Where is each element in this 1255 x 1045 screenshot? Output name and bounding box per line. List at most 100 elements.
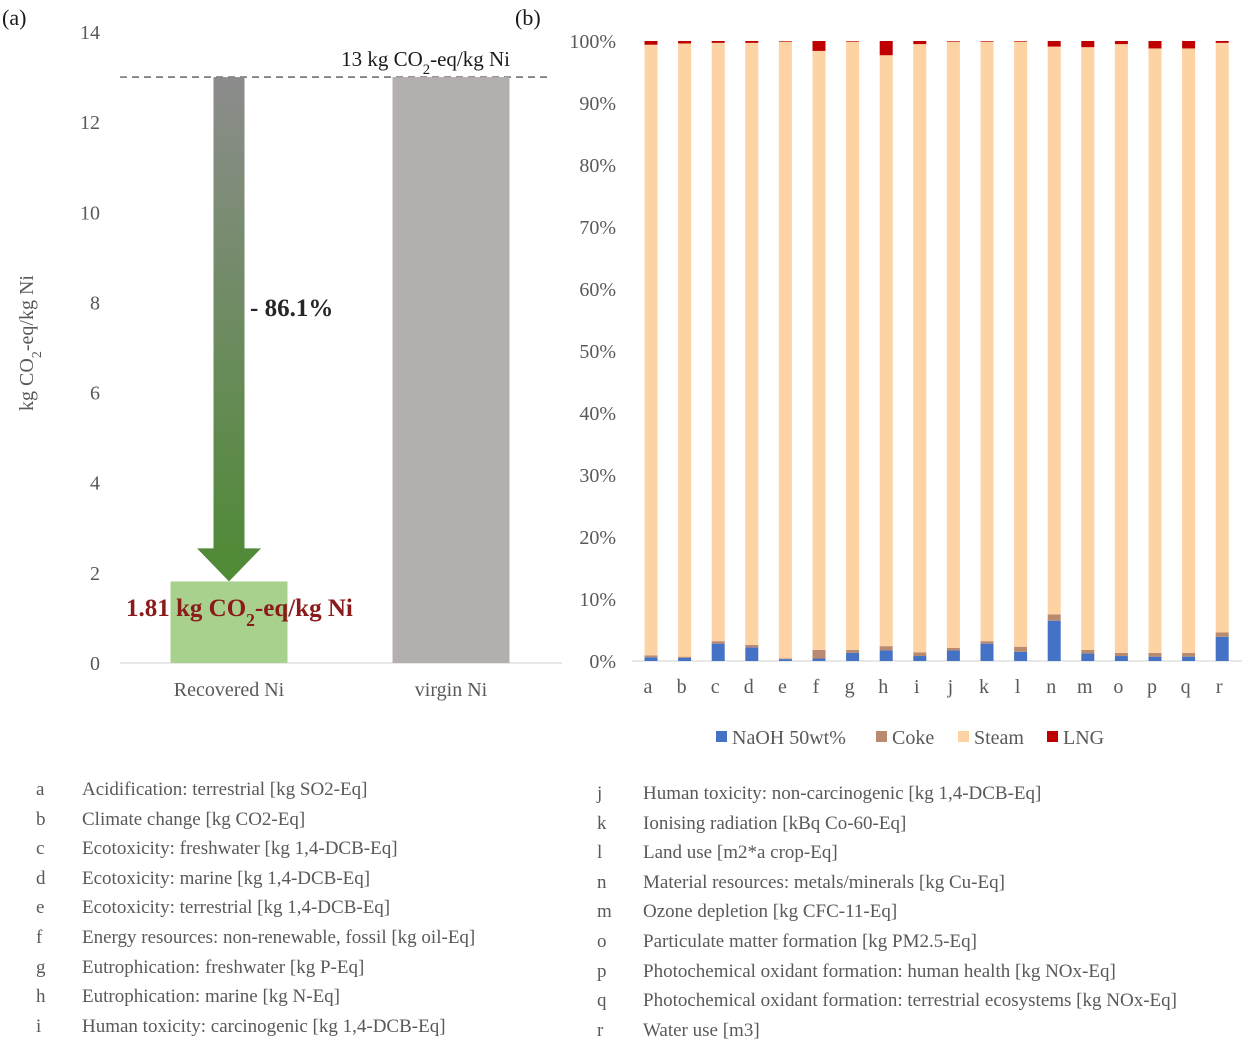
stacked-segment-k [980, 641, 994, 644]
reduction-percent-label: - 86.1% [250, 295, 333, 322]
stacked-segment-m [1081, 41, 1095, 48]
panel-b-x-tick-label: i [914, 676, 920, 698]
panel-a-y-tick-label: 0 [90, 653, 100, 675]
stacked-segment-q [1182, 48, 1196, 653]
impact-category-row: l Land use [m2*a crop-Eq] [597, 838, 1177, 868]
stacked-segment-n [1047, 620, 1061, 661]
stacked-segment-g [846, 649, 860, 653]
stacked-segment-p [1148, 652, 1162, 657]
impact-category-legend-left: a Acidification: terrestrial [kg SO2-Eq] b… [36, 775, 475, 1041]
impact-category-description: Acidification: terrestrial [kg SO2-Eq] [82, 779, 368, 800]
impact-category-row: b Climate change [kg CO2-Eq] [36, 805, 475, 835]
panel-b-y-tick-label: 0% [589, 651, 616, 673]
impact-category-key: b [36, 808, 46, 830]
stacked-segment-o [1114, 652, 1128, 657]
stacked-segment-l [1014, 41, 1028, 647]
stacked-segment-b [678, 43, 692, 657]
stacked-segment-d [745, 42, 759, 645]
stacked-segment-g [846, 652, 860, 661]
impact-category-description: Ecotoxicity: marine [kg 1,4-DCB-Eq] [82, 867, 371, 889]
impact-category-key: h [36, 986, 46, 1008]
stacked-segment-b [678, 657, 692, 661]
panel-b-x-tick-label: g [845, 676, 855, 698]
impact-category-row: h Eutrophication: marine [kg N-Eq] [36, 982, 475, 1012]
panel-b-x-tick-label: o [1113, 676, 1123, 698]
stacked-segment-p [1148, 656, 1162, 661]
impact-category-row: n Material resources: metals/minerals [kg… [597, 868, 1177, 898]
reference-line-label: 13 kg CO2-eq/kg Ni [341, 47, 510, 78]
impact-category-description: Ecotoxicity: freshwater [kg 1,4-DCB-Eq] [82, 838, 398, 860]
impact-category-row: i Human toxicity: carcinogenic [kg 1,4-DC… [36, 1012, 475, 1042]
bar-virgin-ni [392, 77, 510, 664]
bar-recovered-ni [170, 581, 288, 663]
stacked-segment-e [778, 659, 792, 661]
stacked-segment-q [1182, 652, 1196, 657]
stacked-segment-n [1047, 41, 1061, 47]
stacked-segment-c [711, 42, 725, 642]
panel-b-x-tick-label: l [1015, 676, 1021, 698]
impact-category-row: q Photochemical oxidant formation: terres… [597, 986, 1177, 1016]
stacked-segment-k [980, 41, 994, 42]
stacked-segment-h [879, 650, 893, 661]
panel-b-x-tick-label: f [813, 676, 820, 698]
legend-swatch [958, 731, 969, 742]
panel-b-x-tick-label: b [677, 676, 687, 698]
panel-a-y-tick-label: 8 [90, 292, 100, 314]
stacked-segment-o [1114, 41, 1128, 45]
impact-category-legend-right: j Human toxicity: non-carcinogenic [kg 1,… [597, 779, 1177, 1045]
stacked-segment-p [1148, 48, 1162, 653]
panel-a-y-tick-label: 12 [80, 112, 100, 134]
stacked-segment-f [812, 50, 826, 650]
impact-category-key: j [597, 783, 603, 804]
stacked-segment-e [778, 41, 792, 42]
panel-a-label: (a) [2, 5, 26, 30]
stacked-segment-j [946, 41, 960, 648]
stacked-segment-b [678, 41, 692, 44]
impact-category-description: Eutrophication: freshwater [kg P-Eq] [82, 956, 365, 978]
impact-category-description: Human toxicity: carcinogenic [kg 1,4-DCB… [82, 1015, 446, 1037]
legend-swatch [716, 731, 727, 742]
impact-category-row: g Eutrophication: freshwater [kg P-Eq] [36, 953, 475, 983]
panel-a: (a) 0 2 4 6 8 10 12 14 kg CO2-eq/kg Ni 13 kg CO… [2, 5, 562, 701]
panel-b-x-tick-label: p [1147, 676, 1157, 698]
panel-a-y-tick-label: 2 [90, 563, 100, 585]
impact-category-key: c [36, 838, 45, 860]
panel-b-x-tick-label: j [947, 676, 954, 698]
stacked-segment-m [1081, 649, 1095, 654]
panel-b-x-tick-label: q [1181, 676, 1191, 698]
impact-category-row: a Acidification: terrestrial [kg SO2-Eq] [36, 775, 475, 805]
stacked-segment-m [1081, 47, 1095, 650]
panel-b-y-tick-label: 100% [569, 31, 616, 53]
stacked-segment-i [913, 652, 927, 657]
stacked-segment-r [1215, 636, 1229, 661]
reduction-arrow [197, 77, 261, 582]
stacked-segment-a [644, 41, 658, 45]
impact-category-row: c Ecotoxicity: freshwater [kg 1,4-DCB-Eq] [36, 834, 475, 864]
impact-category-key: o [597, 930, 607, 952]
panel-a-y-tick-label: 6 [90, 383, 100, 405]
stacked-segment-j [946, 647, 960, 651]
panel-a-x-tick-label: virgin Ni [415, 679, 488, 701]
impact-category-row: f Energy resources: non-renewable, fossil… [36, 923, 475, 953]
panel-a-x-tick-label: Recovered Ni [174, 679, 285, 701]
impact-category-key: e [36, 897, 45, 919]
panel-b: (b) 0% 10% 20% 30% 40% 50% 60% 70% 80% 90% 100% a b… [515, 5, 1242, 749]
impact-category-key: k [597, 812, 607, 834]
stacked-segment-l [1014, 646, 1028, 652]
impact-category-description: Energy resources: non-renewable, fossil … [82, 926, 476, 948]
stacked-segment-h [879, 646, 893, 651]
stacked-segment-a [644, 657, 658, 661]
stacked-segment-n [1047, 46, 1061, 615]
impact-category-key: a [36, 779, 45, 800]
impact-category-key: m [597, 901, 612, 923]
panel-b-x-tick-label: k [979, 676, 989, 698]
panel-a-y-tick-label: 4 [90, 473, 100, 495]
impact-category-key: i [36, 1015, 42, 1037]
stacked-segment-q [1182, 41, 1196, 49]
stacked-segment-i [913, 41, 927, 45]
stacked-segment-f [812, 658, 826, 661]
stacked-segment-r [1215, 632, 1229, 637]
panel-a-y-axis-label: kg CO2-eq/kg Ni [16, 275, 45, 411]
legend-swatch [1047, 731, 1058, 742]
